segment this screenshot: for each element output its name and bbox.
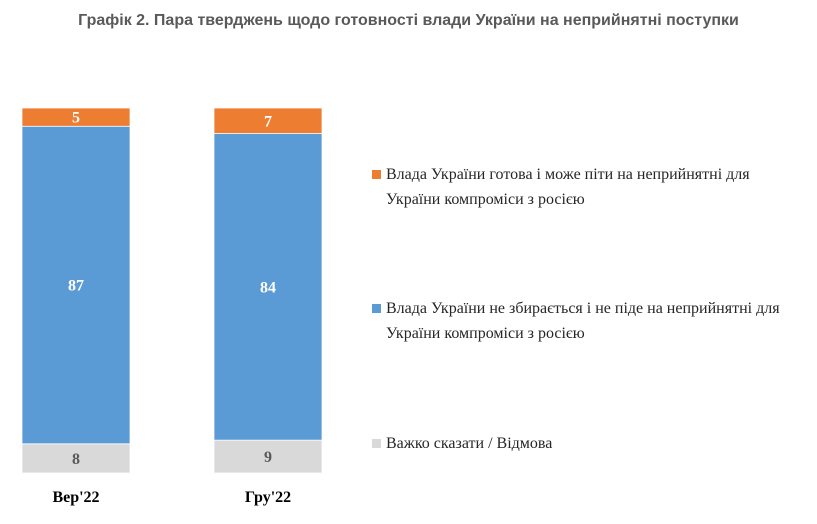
data-label: 8: [72, 451, 80, 468]
x-tick-label: Гру'22: [245, 489, 291, 506]
legend-swatch-gray-icon: [372, 439, 381, 448]
legend-swatch-blue-icon: [372, 304, 381, 313]
bar-segment: [21, 125, 131, 445]
legend-swatch-orange-icon: [372, 170, 381, 179]
x-tick-label: Вер'22: [52, 489, 99, 506]
data-label: 84: [260, 279, 276, 296]
data-label: 87: [68, 278, 84, 295]
chart-title: Графік 2. Пара тверджень щодо готовності…: [78, 12, 739, 29]
bar-segment: [21, 443, 131, 474]
legend-label: Влада України готова і може піти на непр…: [386, 166, 750, 208]
bar-segment: [21, 107, 131, 127]
data-label: 5: [72, 110, 80, 127]
bar-segment: [213, 439, 323, 474]
legend-label: Важко сказати / Відмова: [386, 435, 553, 452]
bar-segment: [213, 133, 323, 441]
data-label: 9: [264, 449, 272, 466]
legend-label: Влада України не збирається і не піде на…: [386, 300, 780, 342]
data-label: 7: [264, 113, 272, 130]
bar-segment: [213, 107, 323, 134]
